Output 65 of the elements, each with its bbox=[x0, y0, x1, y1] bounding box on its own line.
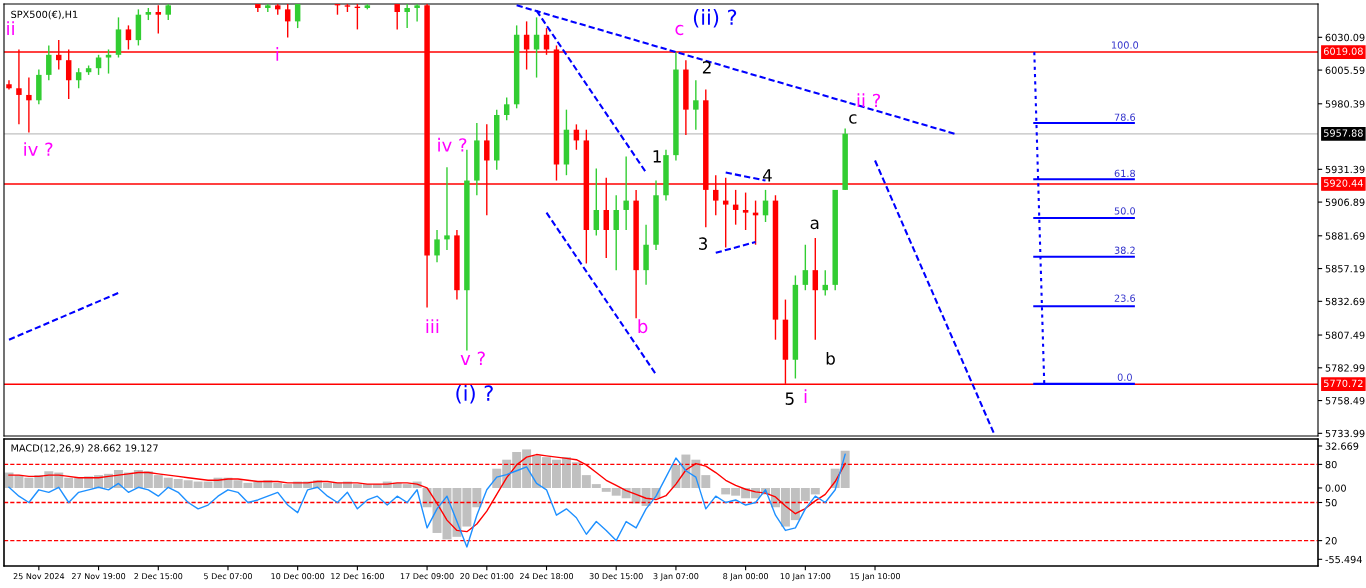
chart-title: MACD(12,26,9) 28.662 19.127 bbox=[11, 444, 158, 453]
annotation: iii bbox=[426, 319, 439, 333]
y-tick-label: 6005.59 bbox=[1325, 66, 1365, 74]
y-tick-label: 0.00 bbox=[1325, 484, 1346, 492]
x-tick-label: 24 Dec 18:00 bbox=[520, 573, 574, 580]
y2-tick-label: 50 bbox=[1325, 498, 1337, 507]
annotation: i bbox=[276, 47, 279, 61]
annotation: ii bbox=[7, 21, 14, 35]
annotation: 23.6 bbox=[1114, 294, 1136, 302]
annotation: 4 bbox=[762, 169, 772, 182]
annotation: v ? bbox=[460, 351, 485, 365]
ref-line-label: 6019.08 bbox=[1323, 47, 1363, 55]
text: SPX500(€),H1 bbox=[11, 10, 78, 20]
annotation: 1 bbox=[653, 150, 661, 163]
y-tick-label: 6030.09 bbox=[1325, 33, 1365, 42]
ref-line-label: 5770.72 bbox=[1324, 379, 1363, 388]
annotation: b bbox=[638, 319, 648, 334]
y-tick-label: 5832.69 bbox=[1325, 297, 1365, 306]
x-tick-label: 30 Dec 15:00 bbox=[589, 573, 643, 580]
x-tick-label: 8 Jan 00:00 bbox=[723, 573, 769, 581]
y-tick-label: 5980.39 bbox=[1325, 100, 1365, 108]
annotation: c bbox=[849, 114, 857, 124]
annotation: 50.0 bbox=[1114, 207, 1136, 215]
annotation: (ii) ? bbox=[693, 9, 737, 28]
y-tick-label: 5881.69 bbox=[1325, 232, 1365, 240]
x-tick-label: 15 Jan 10:00 bbox=[850, 573, 900, 581]
annotation: ii ? bbox=[857, 93, 881, 108]
annotation: 2 bbox=[702, 61, 711, 74]
y-tick-label: 32.669 bbox=[1325, 442, 1359, 450]
y2-tick-label: 20 bbox=[1325, 537, 1337, 545]
annotation: 78.6 bbox=[1114, 113, 1136, 121]
annotation: a bbox=[810, 219, 819, 230]
y-tick-label: 5906.89 bbox=[1325, 198, 1365, 206]
annotation: b bbox=[826, 351, 835, 365]
annotation: 61.8 bbox=[1114, 169, 1135, 178]
y-tick-label: 5733.99 bbox=[1325, 429, 1365, 438]
x-tick-label: 10 Jan 17:00 bbox=[780, 573, 831, 581]
annotation: 100.0 bbox=[1111, 41, 1139, 49]
annotation: iv ? bbox=[438, 137, 467, 152]
annotation: 5 bbox=[785, 392, 794, 405]
x-tick-label: 12 Dec 16:00 bbox=[331, 573, 384, 580]
y2-tick-label: 80 bbox=[1325, 460, 1337, 469]
annotation: iv ? bbox=[24, 142, 53, 156]
ref-line-label: 5920.44 bbox=[1324, 179, 1363, 187]
x-tick-label: 17 Dec 09:00 bbox=[400, 573, 454, 580]
y-tick-label: 5857.19 bbox=[1325, 265, 1365, 273]
x-tick-label: 5 Dec 07:00 bbox=[204, 573, 252, 580]
y-tick-label: 5807.49 bbox=[1325, 331, 1365, 339]
x-tick-label: 25 Nov 2024 bbox=[13, 573, 65, 580]
x-tick-label: 2 Dec 15:00 bbox=[134, 573, 183, 580]
annotation: c bbox=[675, 24, 684, 36]
y-tick-label: -55.494 bbox=[1325, 555, 1362, 564]
x-tick-label: 20 Dec 01:00 bbox=[460, 573, 514, 580]
annotation: 0.0 bbox=[1117, 373, 1132, 381]
x-tick-label: 3 Jan 07:00 bbox=[653, 573, 699, 581]
x-tick-label: 27 Nov 19:00 bbox=[72, 573, 126, 580]
y-tick-label: 5931.39 bbox=[1325, 165, 1365, 174]
ref-line-label: 5957.88 bbox=[1324, 129, 1363, 137]
annotation: i bbox=[804, 389, 807, 403]
annotation: (i) ? bbox=[456, 384, 493, 404]
annotation: 3 bbox=[699, 237, 708, 250]
y-tick-label: 5758.49 bbox=[1325, 397, 1365, 405]
annotation: 38.2 bbox=[1114, 246, 1135, 254]
y-tick-label: 5782.99 bbox=[1325, 364, 1365, 372]
x-tick-label: 10 Dec 00:00 bbox=[271, 573, 325, 580]
